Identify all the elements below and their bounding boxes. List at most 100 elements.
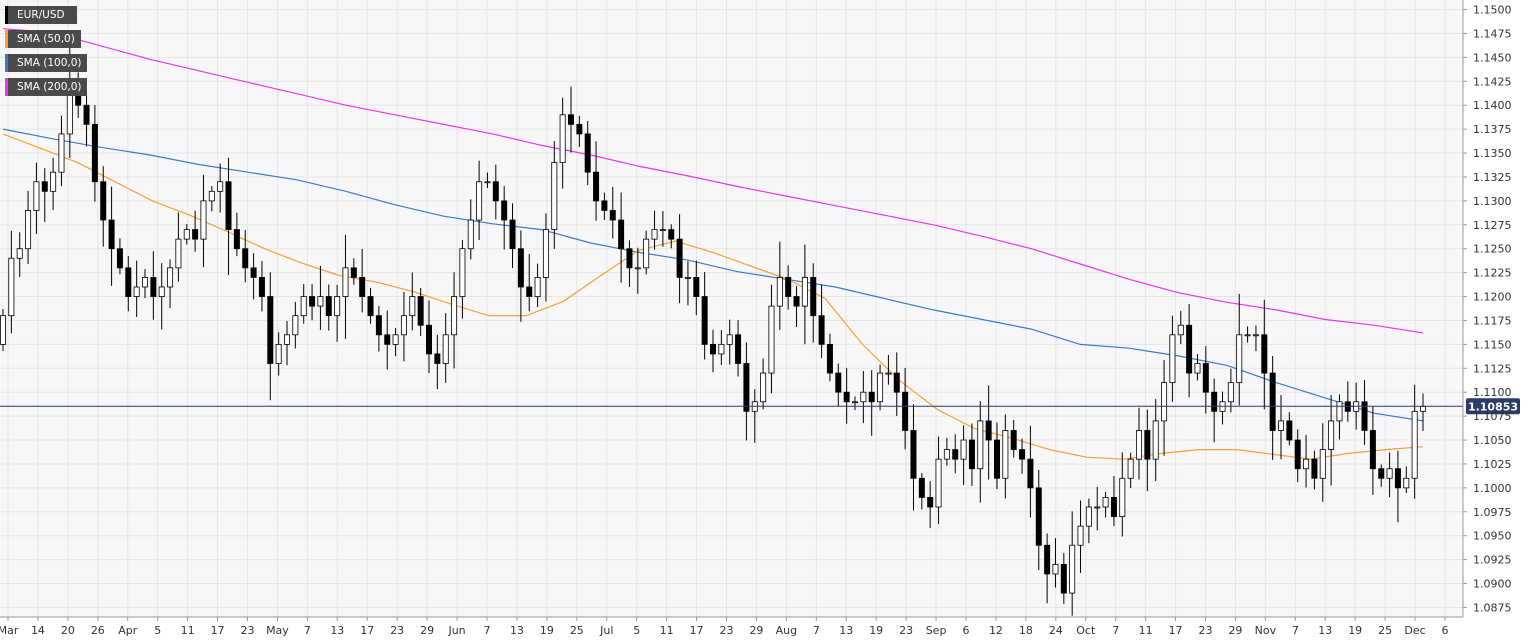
candle-body-bull [1169,334,1176,384]
candle [1177,311,1184,344]
candle [609,186,616,239]
x-tick-label: 17 [690,624,704,637]
candle [426,300,432,374]
x-tick-label: 23 [720,624,734,637]
x-tick-label: 7 [484,624,491,637]
x-tick-label: Dec [1404,624,1425,637]
candle-body-bear [701,296,708,345]
candle [242,229,249,283]
candle [1336,394,1343,440]
candle-body-bull [292,315,299,336]
candle-body-bear [818,315,825,345]
x-tick-label: Mar [0,624,19,637]
candle-body-bear [1202,363,1209,393]
x-tick-label: 25 [570,624,584,637]
candle [300,284,307,324]
candle-body-bear [868,391,875,403]
candle [1052,538,1059,588]
y-tick-label: 1.1225 [1473,267,1512,280]
candle-body-bull [1319,449,1326,479]
x-tick-label: 13 [510,624,524,637]
candle [618,192,625,283]
candle [1010,420,1017,458]
candle-body-bull [1077,525,1084,546]
candle-body-bear [710,343,716,355]
candle [559,97,566,189]
x-tick-label: 23 [899,624,913,637]
candle-body-bear [1261,334,1268,374]
candle-body-bear [367,296,374,317]
candle [768,284,775,394]
legend-sma100[interactable]: SMA (100,0) [5,54,87,72]
candle [943,437,950,466]
candle [659,211,666,247]
legend-symbol[interactable]: EUR/USD [5,6,77,24]
candle-body-bear [1369,430,1376,470]
candle [192,210,199,252]
candle [1127,452,1134,488]
candle [743,342,750,441]
candle-body-bull [935,458,942,508]
legend-sma200[interactable]: SMA (200,0) [5,78,87,96]
candle-body-bull [684,277,691,279]
x-tick-label: Jun [447,624,465,637]
candle-body-bear [902,391,909,431]
candle-body-bear [41,181,48,192]
x-tick-label: 23 [241,624,255,637]
candle [258,260,265,312]
candle-body-bull [1052,563,1059,575]
candle [843,367,850,424]
candle-body-bear [1186,324,1193,374]
candle [676,214,683,304]
candle [651,210,658,250]
candle [451,272,458,369]
y-tick-label: 1.0950 [1473,530,1512,543]
candle [108,186,115,286]
candle [818,284,825,359]
x-tick-label: 13 [839,624,853,637]
legend-sma50[interactable]: SMA (50,0) [5,30,81,48]
candle-body-bull [768,305,775,374]
candle [918,472,925,510]
candle-body-bull [1278,420,1284,431]
candle-body-bull [467,219,474,250]
candle-body-bear [509,219,516,250]
candle-body-bear [192,229,199,240]
candle-body-bear [83,104,90,125]
x-tick-label: 29 [1228,624,1242,637]
candle [551,141,558,250]
candle-body-bear [735,334,742,364]
candle [893,352,900,416]
candle [292,301,299,349]
y-tick-label: 1.0925 [1473,554,1512,567]
candle [125,256,132,312]
candle [1035,469,1042,570]
candle [1069,511,1076,616]
candle-body-bear [384,334,391,345]
y-tick-label: 1.1100 [1473,386,1512,399]
candle [985,385,992,480]
candle [150,251,157,320]
candle [801,244,808,345]
candle-body-bear [1035,487,1042,546]
candle-body-bear [810,277,817,317]
candle-body-bull [451,296,458,336]
y-tick-label: 1.1200 [1473,291,1512,304]
candle [902,367,909,450]
candle [1411,384,1418,499]
candle-body-bull [33,181,40,211]
candle-body-bear [225,181,232,230]
x-tick-label: May [266,624,289,637]
candle [392,327,399,357]
candle-body-bull [1069,544,1076,594]
y-tick-label: 1.1475 [1473,27,1512,40]
candle [1311,450,1318,490]
candle [167,259,174,309]
candle [517,230,524,322]
x-tick-label: 5 [154,624,161,637]
candle-body-bull [8,257,15,317]
candle-body-bull [885,372,892,375]
candle-body-bull [275,343,282,364]
candle [434,334,441,390]
candle [158,263,165,330]
